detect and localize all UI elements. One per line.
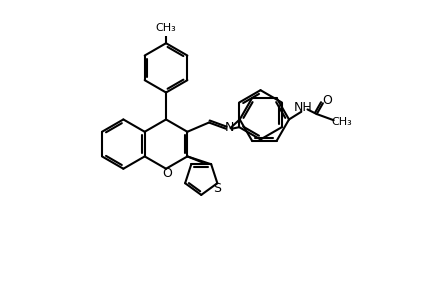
Text: S: S <box>213 182 221 195</box>
Text: CH₃: CH₃ <box>331 117 352 127</box>
Text: CH₃: CH₃ <box>156 23 176 33</box>
Text: N: N <box>225 121 234 134</box>
Text: O: O <box>162 167 172 180</box>
Text: O: O <box>322 94 332 107</box>
Text: NH: NH <box>293 101 312 114</box>
